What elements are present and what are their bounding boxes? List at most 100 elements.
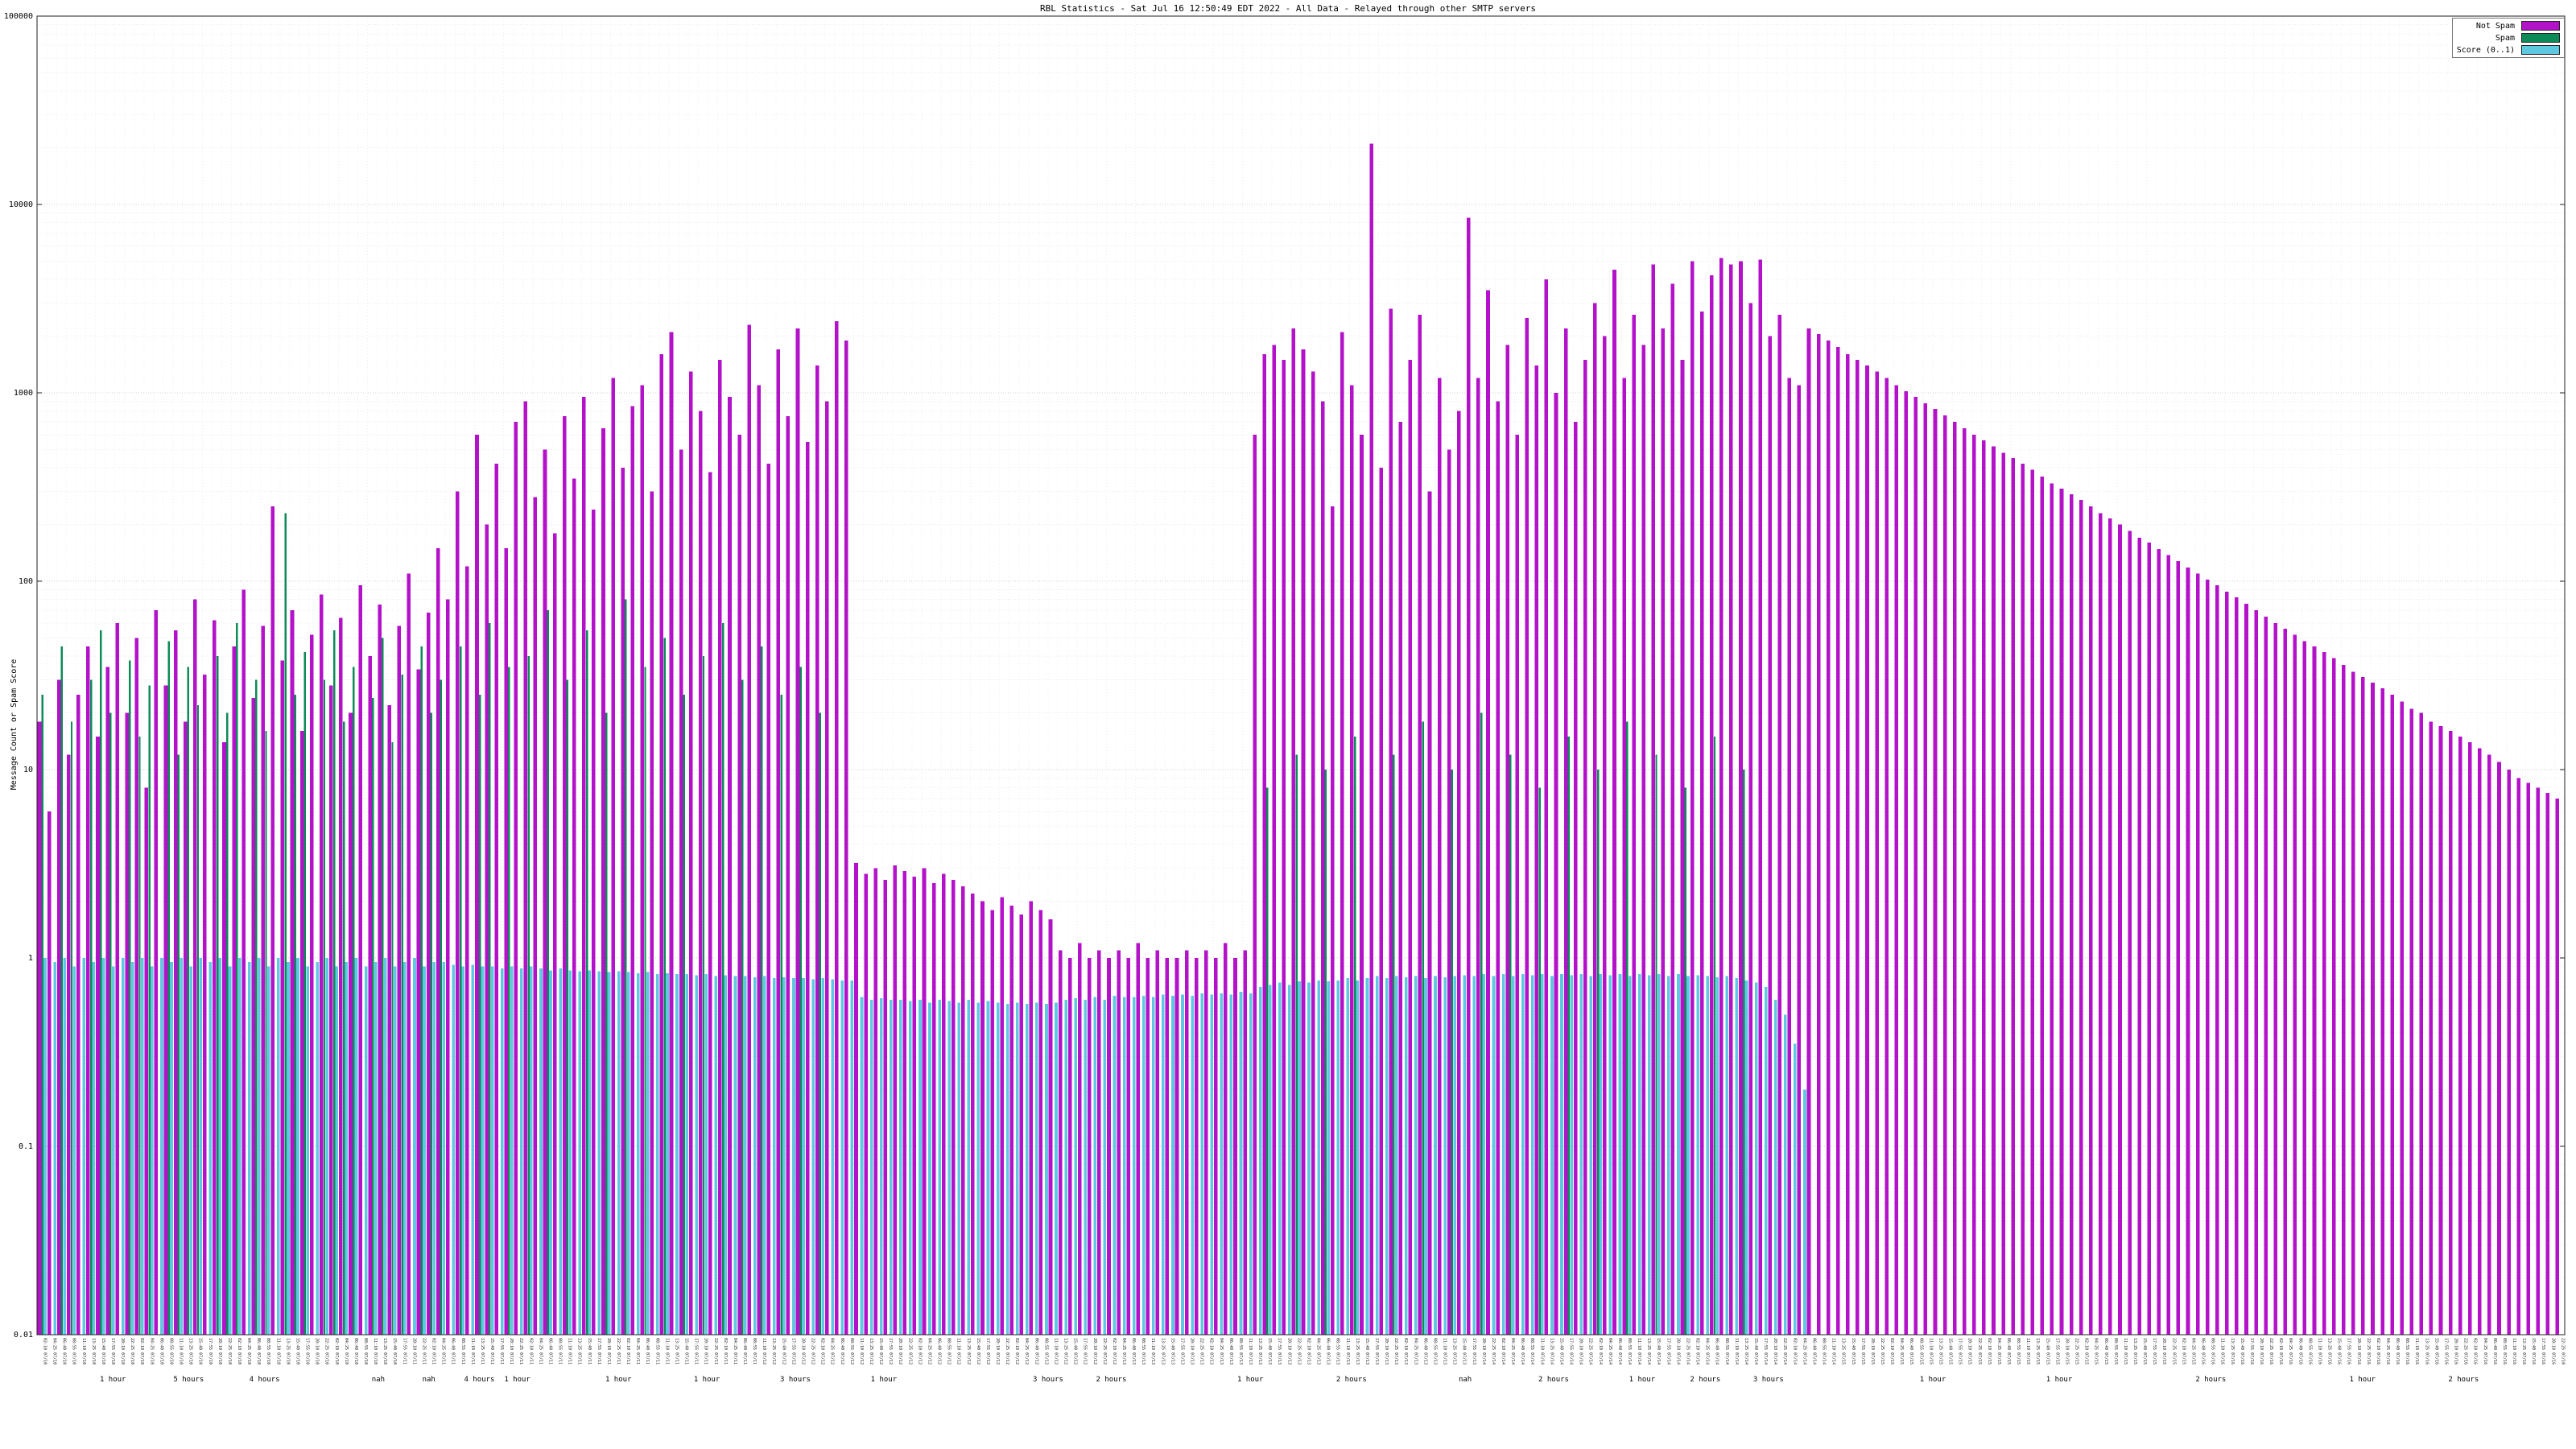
svg-text:06:40 07/12: 06:40 07/12: [937, 1338, 942, 1364]
svg-text:13:25 07/12: 13:25 07/12: [1063, 1338, 1068, 1364]
svg-text:22:25 07/11: 22:25 07/11: [518, 1338, 523, 1364]
bar: [656, 974, 659, 1335]
svg-text:13:25 07/10: 13:25 07/10: [188, 1338, 193, 1364]
bar: [432, 962, 436, 1335]
svg-text:08:55 07/13: 08:55 07/13: [1432, 1338, 1437, 1364]
bar: [358, 585, 362, 1335]
bar: [893, 865, 898, 1335]
svg-text:06:40 07/16: 06:40 07/16: [2492, 1338, 2497, 1364]
bar: [743, 976, 747, 1335]
bar: [786, 416, 791, 1335]
bar: [840, 980, 844, 1335]
svg-text:15:40 07/10: 15:40 07/10: [392, 1338, 397, 1364]
svg-text:08:55 07/13: 08:55 07/13: [1335, 1338, 1340, 1364]
bar: [1603, 336, 1607, 1335]
bar: [669, 332, 674, 1335]
bar: [138, 736, 141, 1335]
svg-text:08:55 07/15: 08:55 07/15: [1918, 1338, 1923, 1364]
bar: [481, 966, 485, 1335]
bar: [2011, 458, 2015, 1335]
bar: [1258, 987, 1262, 1335]
bar: [2118, 524, 2122, 1335]
svg-text:15:40 07/10: 15:40 07/10: [198, 1338, 203, 1364]
svg-text:11:10 07/16: 11:10 07/16: [2220, 1338, 2225, 1364]
svg-text:20:10 07/11: 20:10 07/11: [509, 1338, 514, 1364]
bar: [1657, 974, 1661, 1335]
bar: [592, 510, 596, 1335]
bar: [353, 667, 355, 1335]
svg-text:02:10 07/12: 02:10 07/12: [1112, 1338, 1117, 1364]
bar: [130, 962, 134, 1335]
svg-text:11:10 07/13: 11:10 07/13: [1443, 1338, 1447, 1364]
svg-text:06:40 07/13: 06:40 07/13: [1422, 1338, 1427, 1364]
bar: [1777, 314, 1782, 1335]
svg-text:13:25 07/10: 13:25 07/10: [91, 1338, 96, 1364]
bar: [475, 434, 479, 1335]
bar: [479, 694, 481, 1335]
svg-text:08:55 07/11: 08:55 07/11: [558, 1338, 563, 1364]
bar: [986, 1001, 990, 1335]
bar: [287, 962, 290, 1335]
bar: [2341, 664, 2346, 1335]
bar: [1706, 976, 1709, 1335]
bar: [931, 882, 936, 1335]
bar: [1641, 345, 1646, 1335]
bar: [494, 464, 498, 1335]
bar: [1132, 997, 1136, 1335]
bar: [173, 630, 178, 1335]
svg-text:02:10 07/10: 02:10 07/10: [334, 1338, 339, 1364]
svg-text:11:10 07/12: 11:10 07/12: [956, 1338, 961, 1364]
svg-text:06:40 07/14: 06:40 07/14: [1617, 1338, 1622, 1364]
bar: [1972, 434, 1976, 1335]
svg-text:08:55 07/14: 08:55 07/14: [1822, 1338, 1827, 1364]
bar: [296, 958, 299, 1335]
svg-text:08:55 07/11: 08:55 07/11: [460, 1338, 465, 1364]
bar: [869, 999, 873, 1335]
bar: [2137, 538, 2141, 1335]
svg-text:02:10 07/15: 02:10 07/15: [2084, 1338, 2089, 1364]
bar: [2312, 646, 2317, 1335]
bar: [1253, 434, 1257, 1335]
bar: [339, 617, 343, 1335]
bar: [284, 513, 287, 1335]
bar: [1356, 980, 1360, 1335]
svg-text:11:10 07/15: 11:10 07/15: [2025, 1338, 2030, 1364]
svg-text:11:10 07/14: 11:10 07/14: [1734, 1338, 1739, 1364]
bar: [883, 879, 888, 1335]
bar: [1266, 787, 1269, 1335]
bar: [1404, 976, 1408, 1335]
bar: [675, 974, 679, 1335]
bar: [1418, 314, 1422, 1335]
bar: [2001, 452, 2005, 1335]
x-group-label: 1 hour: [2350, 1376, 2376, 1384]
spam-swatch-icon: [2521, 33, 2560, 43]
legend-item-score: Score (0..1): [2457, 45, 2560, 55]
svg-text:20:10 07/16: 20:10 07/16: [2454, 1338, 2458, 1364]
svg-text:20:10 07/15: 20:10 07/15: [2064, 1338, 2069, 1364]
svg-text:08:55 07/16: 08:55 07/16: [2211, 1338, 2215, 1364]
svg-text:15:40 07/11: 15:40 07/11: [587, 1338, 592, 1364]
svg-text:13:25 07/13: 13:25 07/13: [1355, 1338, 1360, 1364]
svg-text:02:10 07/10: 02:10 07/10: [42, 1338, 47, 1364]
bar: [1626, 721, 1629, 1335]
bar: [1764, 987, 1768, 1335]
bar: [306, 966, 309, 1335]
svg-text:15:40 07/14: 15:40 07/14: [1656, 1338, 1661, 1364]
bar: [1019, 914, 1024, 1335]
svg-text:13:25 07/10: 13:25 07/10: [285, 1338, 290, 1364]
svg-text:02:10 07/11: 02:10 07/11: [625, 1338, 630, 1364]
bar: [831, 979, 835, 1335]
bar: [1486, 290, 1490, 1335]
bar: [2497, 762, 2501, 1335]
svg-text:17:55 07/16: 17:55 07/16: [2347, 1338, 2351, 1364]
svg-text:22:25 07/14: 22:25 07/14: [1588, 1338, 1593, 1364]
svg-text:06:40 07/14: 06:40 07/14: [1520, 1338, 1525, 1364]
bar: [1618, 974, 1622, 1335]
x-group-label: 4 hours: [250, 1376, 280, 1384]
bar: [2409, 708, 2414, 1335]
x-group-label: 1 hour: [100, 1376, 126, 1384]
svg-text:08:55 07/10: 08:55 07/10: [72, 1338, 76, 1364]
svg-text:04:25 07/11: 04:25 07/11: [441, 1338, 446, 1364]
bar: [1340, 332, 1344, 1335]
bar: [2361, 677, 2365, 1335]
